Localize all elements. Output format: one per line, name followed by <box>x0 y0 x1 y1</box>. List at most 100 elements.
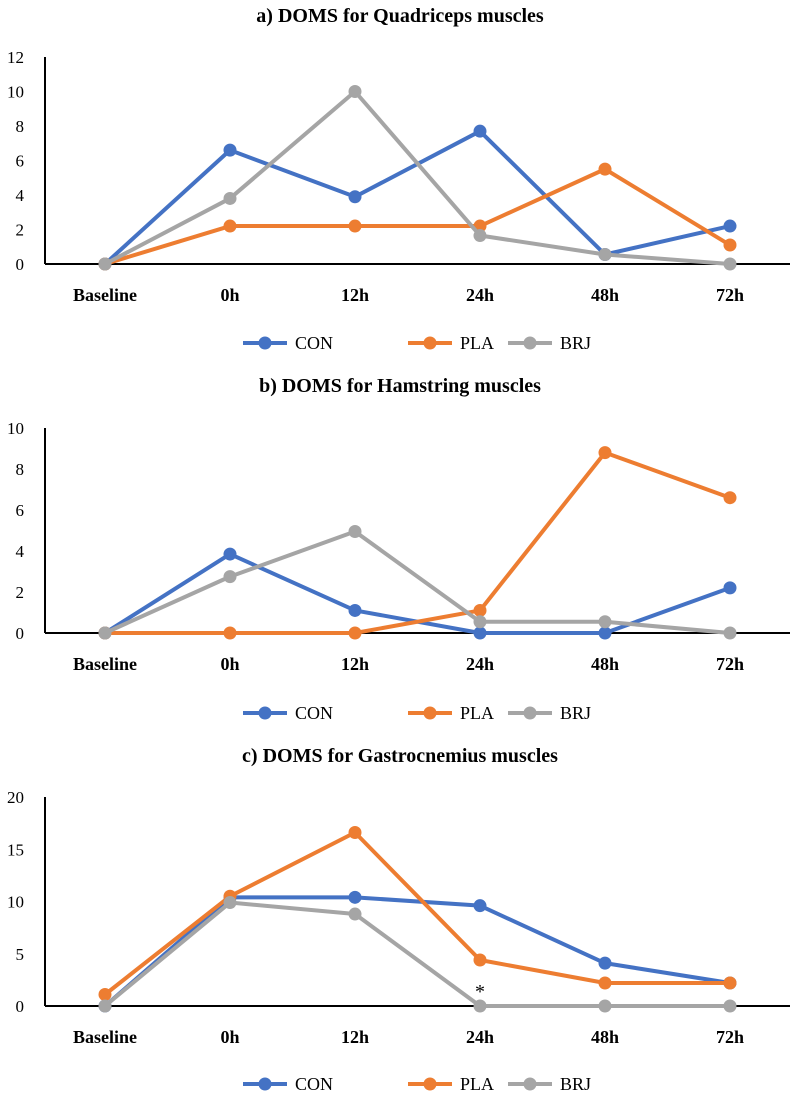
data-point-brj <box>98 257 112 271</box>
chart-title: a) DOMS for Quadriceps muscles <box>256 5 544 27</box>
legend-swatch-marker <box>523 706 537 720</box>
y-tick-label: 8 <box>16 460 25 479</box>
y-tick-label: 4 <box>16 186 25 205</box>
series-pla <box>98 826 737 1002</box>
series-brj <box>98 896 737 1013</box>
x-tick-label: 48h <box>591 654 619 674</box>
y-tick-label: 4 <box>16 542 25 561</box>
legend-label: PLA <box>460 1074 494 1094</box>
series-line-con <box>103 129 731 266</box>
data-point-pla <box>473 953 487 967</box>
series-brj <box>98 525 737 640</box>
data-point-brj <box>723 626 737 640</box>
x-tick-label: 0h <box>220 1027 239 1047</box>
data-point-brj <box>223 896 237 910</box>
legend-label: CON <box>295 703 333 723</box>
data-point-brj <box>598 248 612 262</box>
data-point-brj <box>223 570 237 584</box>
data-point-pla <box>348 826 362 840</box>
x-tick-label: 24h <box>466 654 494 674</box>
legend-swatch-marker <box>258 336 272 350</box>
data-point-pla <box>598 162 612 176</box>
data-point-con <box>473 124 487 138</box>
legend-entry-pla: PLA <box>408 1074 494 1094</box>
data-point-pla <box>348 219 362 233</box>
data-point-pla <box>723 491 737 505</box>
x-tick-label: 0h <box>220 654 239 674</box>
chart-a-quadriceps: a) DOMS for Quadriceps muscles 0 2 4 6 8 10 12… <box>7 5 790 353</box>
data-point-brj <box>598 615 612 629</box>
legend-label: PLA <box>460 333 494 353</box>
data-point-brj <box>223 191 237 205</box>
series-line-pla <box>103 830 730 997</box>
x-tick-label: 48h <box>591 1027 619 1047</box>
series-con <box>98 890 737 1013</box>
data-point-con <box>598 956 612 970</box>
data-point-brj <box>473 999 487 1013</box>
chart-c-gastrocnemius: c) DOMS for Gastrocnemius muscles 0 5 10 15… <box>7 745 790 1094</box>
series-line-pla <box>104 167 732 266</box>
data-point-brj <box>473 615 487 629</box>
data-point-pla <box>598 446 612 460</box>
x-tick-label: 12h <box>341 1027 369 1047</box>
x-tick-label: 12h <box>341 654 369 674</box>
y-tick-label: 15 <box>7 840 24 859</box>
legend-swatch-marker <box>258 706 272 720</box>
x-tick-label: 72h <box>716 654 744 674</box>
chart-title: b) DOMS for Hamstring muscles <box>259 375 541 397</box>
data-point-con <box>348 190 362 204</box>
legend-label: CON <box>295 1074 333 1094</box>
x-tick-label: 72h <box>716 1027 744 1047</box>
y-tick-label: 20 <box>7 788 24 807</box>
x-tick-label: Baseline <box>73 285 137 305</box>
data-point-brj <box>348 85 362 98</box>
x-tick-label: 72h <box>716 285 744 305</box>
legend-entry-con: CON <box>243 703 333 723</box>
series-line-pla <box>105 450 731 635</box>
x-tick-label: Baseline <box>73 1027 137 1047</box>
series-con <box>98 124 737 271</box>
data-point-pla <box>223 626 237 640</box>
legend-entry-brj: BRJ <box>508 1074 591 1094</box>
data-point-con <box>723 219 737 233</box>
data-point-brj <box>348 525 362 539</box>
legend-label: PLA <box>460 703 494 723</box>
data-point-con <box>223 547 237 561</box>
data-point-brj <box>98 999 112 1013</box>
y-tick-label: 10 <box>7 83 24 102</box>
y-tick-label: 5 <box>16 945 25 964</box>
data-point-pla <box>473 603 487 617</box>
x-tick-label: 0h <box>220 285 239 305</box>
legend-swatch-marker <box>423 336 437 350</box>
legend-entry-brj: BRJ <box>508 333 591 353</box>
y-tick-label: 2 <box>16 583 25 602</box>
y-tick-label: 6 <box>16 501 25 520</box>
y-tick-label: 6 <box>16 152 25 171</box>
data-point-pla <box>348 626 362 640</box>
legend-label: BRJ <box>560 1074 591 1094</box>
legend-swatch-marker <box>423 1077 437 1091</box>
y-tick-label: 12 <box>7 48 24 67</box>
data-point-pla <box>598 976 612 990</box>
legend-label: BRJ <box>560 333 591 353</box>
x-tick-label: Baseline <box>73 654 137 674</box>
data-point-pla <box>723 976 737 990</box>
y-tick-label: 10 <box>7 419 24 438</box>
legend-entry-pla: PLA <box>408 333 494 353</box>
y-tick-label: 0 <box>16 255 25 274</box>
data-point-con <box>723 581 737 595</box>
data-point-con <box>348 890 362 904</box>
legend-swatch-marker <box>523 336 537 350</box>
legend-entry-pla: PLA <box>408 703 494 723</box>
series-line-brj <box>103 900 730 1008</box>
data-point-con <box>223 143 237 157</box>
data-point-con <box>598 626 612 640</box>
data-point-pla <box>223 219 237 233</box>
data-point-brj <box>723 257 737 271</box>
data-point-brj <box>598 999 612 1013</box>
legend-entry-con: CON <box>243 1074 333 1094</box>
data-point-brj <box>98 626 112 640</box>
legend-entry-con: CON <box>243 333 333 353</box>
chart-b-hamstring: b) DOMS for Hamstring muscles 0 2 4 6 8 10 Ba… <box>7 375 790 723</box>
